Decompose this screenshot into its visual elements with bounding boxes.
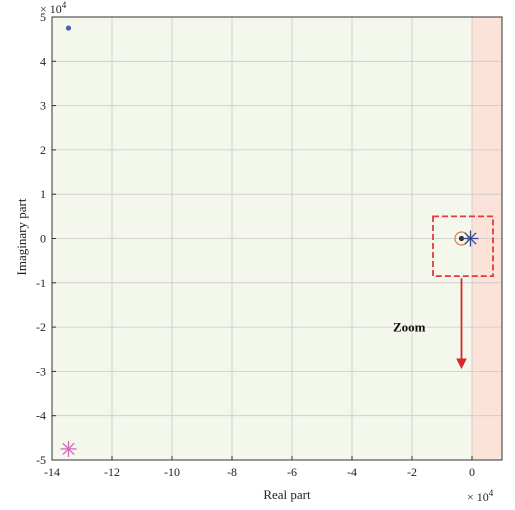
y-tick-label: 1 [40, 187, 46, 201]
y-tick-label: -2 [36, 320, 46, 334]
y-tick-label: -4 [36, 409, 46, 423]
zoom-box [432, 215, 494, 278]
y-tick-label: 4 [40, 54, 46, 68]
y-multiplier-label: × 104 [40, 0, 67, 16]
y-tick-label: 3 [40, 99, 46, 113]
y-tick-label: -1 [36, 276, 46, 290]
x-axis-label: Real part [263, 487, 311, 502]
x-multiplier-label: × 104 [467, 488, 494, 504]
x-tick-label: -4 [347, 465, 357, 479]
y-tick-label: -5 [36, 453, 46, 467]
asterisk-stroke [62, 442, 75, 456]
asterisk-stroke [464, 232, 477, 245]
x-tick-label: 0 [469, 465, 475, 479]
y-tick-label: 2 [40, 143, 46, 157]
x-tick-label: -2 [407, 465, 417, 479]
pole-dot-marker [458, 235, 465, 242]
y-tick-label: 5 [40, 10, 46, 24]
x-tick-label: -10 [164, 465, 180, 479]
y-tick-label: -3 [36, 364, 46, 378]
x-tick-label: -6 [287, 465, 297, 479]
pole-dot-marker [65, 25, 72, 31]
x-tick-label: -14 [44, 465, 60, 479]
x-tick-label: -8 [227, 465, 237, 479]
zoom-label: Zoom [393, 320, 426, 335]
asterisk-marker [60, 440, 77, 457]
y-tick-label: 0 [40, 232, 46, 246]
y-axis-label: Imaginary part [14, 198, 29, 275]
asterisk-marker [462, 230, 479, 247]
x-tick-label: -12 [104, 465, 120, 479]
